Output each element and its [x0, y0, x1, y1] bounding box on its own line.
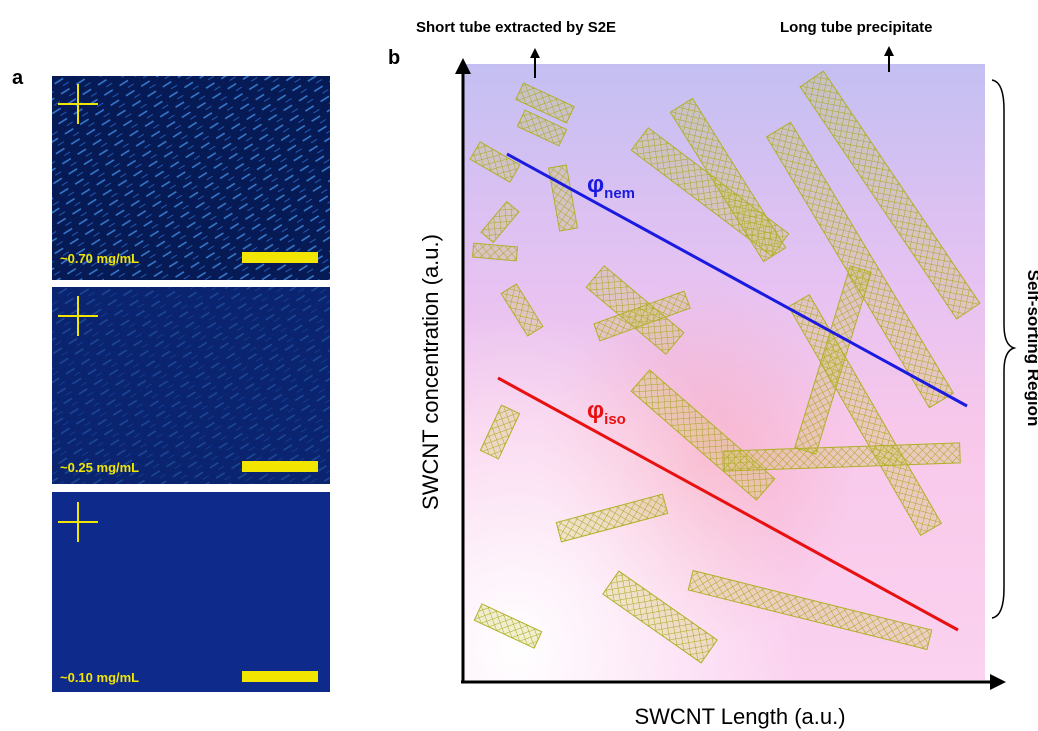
concentration-label: ~0.70 mg/mL [60, 251, 139, 266]
y-axis-label: SWCNT concentration (a.u.) [418, 234, 443, 510]
subscript: nem [604, 185, 635, 202]
concentration-label: ~0.25 mg/mL [60, 460, 139, 475]
region-label: Self-sorting Region [1024, 270, 1038, 427]
concentration-label: ~0.10 mg/mL [60, 670, 139, 685]
subscript: iso [604, 411, 626, 428]
symbol: φ [587, 397, 604, 424]
short-tube-annotation: Short tube extracted by S2E [416, 19, 616, 36]
x-axis-label: SWCNT Length (a.u.) [634, 704, 845, 729]
panel-label: a [12, 67, 24, 89]
symbol: φ [587, 171, 604, 198]
figure: a ~0.70 mg/mL ~0.25 mg/mL ~0.10 mg/mL b [0, 0, 1038, 731]
micrograph [52, 76, 330, 280]
panel-label: b [388, 47, 400, 69]
long-tube-annotation: Long tube precipitate [780, 19, 933, 36]
brace [992, 80, 1014, 618]
